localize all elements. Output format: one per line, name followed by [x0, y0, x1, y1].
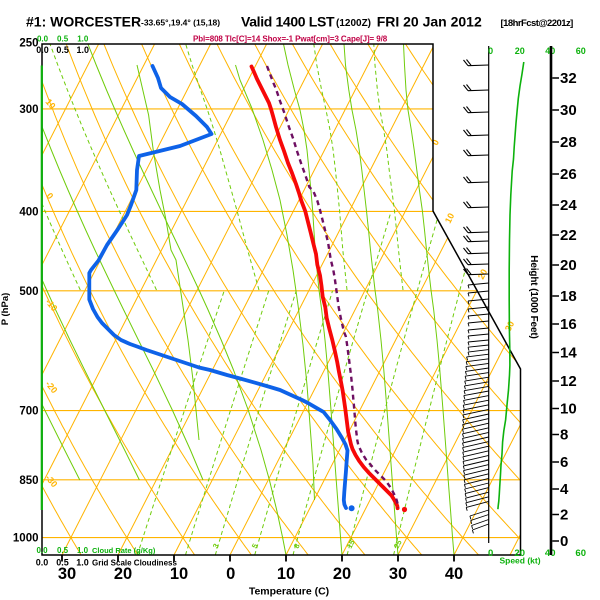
svg-text:FRI 20 Jan 2012: FRI 20 Jan 2012 [377, 14, 482, 30]
svg-text:850: 850 [19, 475, 38, 487]
svg-text:1.0: 1.0 [77, 35, 89, 44]
svg-text:0: 0 [560, 533, 568, 550]
svg-text:24: 24 [560, 197, 577, 214]
svg-text:12: 12 [560, 373, 577, 390]
svg-text:60: 60 [575, 548, 586, 559]
svg-text:0.0: 0.0 [37, 35, 49, 44]
svg-text:10: 10 [43, 97, 57, 111]
svg-text:40: 40 [445, 565, 463, 583]
svg-text:0.0: 0.0 [36, 45, 49, 55]
svg-text:0: 0 [488, 46, 493, 56]
svg-text:25: 25 [392, 538, 404, 550]
svg-text:1000: 1000 [13, 533, 39, 545]
svg-text:(1200Z): (1200Z) [336, 18, 371, 29]
svg-text:4: 4 [560, 481, 569, 498]
svg-text:20: 20 [333, 565, 351, 583]
svg-text:Grid Scale Cloudiness: Grid Scale Cloudiness [92, 559, 177, 568]
svg-text:18: 18 [560, 288, 577, 305]
svg-text:28: 28 [560, 134, 577, 151]
svg-text:2: 2 [560, 507, 568, 524]
svg-text:8: 8 [560, 427, 568, 444]
svg-text:30: 30 [58, 565, 76, 583]
svg-text:20: 20 [514, 548, 525, 559]
svg-text:60: 60 [576, 46, 586, 56]
svg-text:500: 500 [19, 286, 38, 298]
svg-text:1.0: 1.0 [76, 558, 89, 568]
svg-text:10: 10 [170, 565, 188, 583]
svg-text:0.5: 0.5 [57, 546, 69, 555]
svg-text:3: 3 [211, 542, 221, 550]
svg-text:14: 14 [560, 345, 577, 362]
svg-text:Pbl=808 Tlc[C]=14 Shox=-1 Pwat: Pbl=808 Tlc[C]=14 Shox=-1 Pwat[cm]=3 Cap… [193, 35, 388, 44]
svg-text:Speed (kt): Speed (kt) [499, 556, 540, 566]
svg-text:300: 300 [19, 104, 38, 116]
svg-text:0: 0 [226, 565, 235, 583]
svg-text:0: 0 [488, 548, 493, 559]
svg-text:0.0: 0.0 [36, 546, 48, 555]
svg-text:5: 5 [250, 542, 260, 550]
svg-text:#1: WORCESTER: #1: WORCESTER [26, 14, 141, 30]
svg-text:Height (1000 Feet): Height (1000 Feet) [528, 255, 539, 338]
svg-text:15: 15 [345, 538, 357, 550]
svg-text:8: 8 [292, 542, 302, 550]
svg-text:32: 32 [560, 70, 577, 87]
svg-text:30: 30 [389, 565, 407, 583]
svg-text:400: 400 [19, 206, 38, 218]
svg-text:0.5: 0.5 [57, 35, 69, 44]
svg-text:20: 20 [515, 46, 525, 56]
svg-text:22: 22 [560, 227, 577, 244]
svg-text:10: 10 [277, 565, 295, 583]
svg-text:0.5: 0.5 [56, 558, 69, 568]
svg-text:10: 10 [560, 401, 577, 418]
svg-text:10: 10 [443, 211, 456, 224]
svg-text:20: 20 [114, 565, 132, 583]
svg-text:20: 20 [560, 257, 577, 274]
svg-text:[18hrFcst@2201z]: [18hrFcst@2201z] [501, 18, 574, 29]
svg-text:700: 700 [19, 406, 38, 418]
svg-text:250: 250 [19, 38, 38, 50]
svg-text:1.0: 1.0 [77, 45, 90, 55]
svg-text:6: 6 [560, 454, 568, 471]
svg-text:16: 16 [560, 316, 577, 333]
svg-text:0: 0 [44, 191, 55, 201]
svg-text:0: 0 [430, 138, 441, 147]
svg-text:30: 30 [560, 102, 577, 119]
svg-text:1.0: 1.0 [77, 546, 89, 555]
svg-text:P (hPa): P (hPa) [0, 293, 11, 326]
svg-text:Cloud Rate (g/Kg): Cloud Rate (g/Kg) [92, 546, 156, 555]
svg-text:0.0: 0.0 [36, 558, 49, 568]
svg-text:26: 26 [560, 166, 577, 183]
svg-text:Temperature (C): Temperature (C) [249, 586, 329, 598]
svg-text:Valid 1400 LST: Valid 1400 LST [241, 14, 335, 30]
svg-text:0.5: 0.5 [56, 45, 69, 55]
svg-text:-33.65°,19.4° (15,18): -33.65°,19.4° (15,18) [141, 18, 220, 28]
